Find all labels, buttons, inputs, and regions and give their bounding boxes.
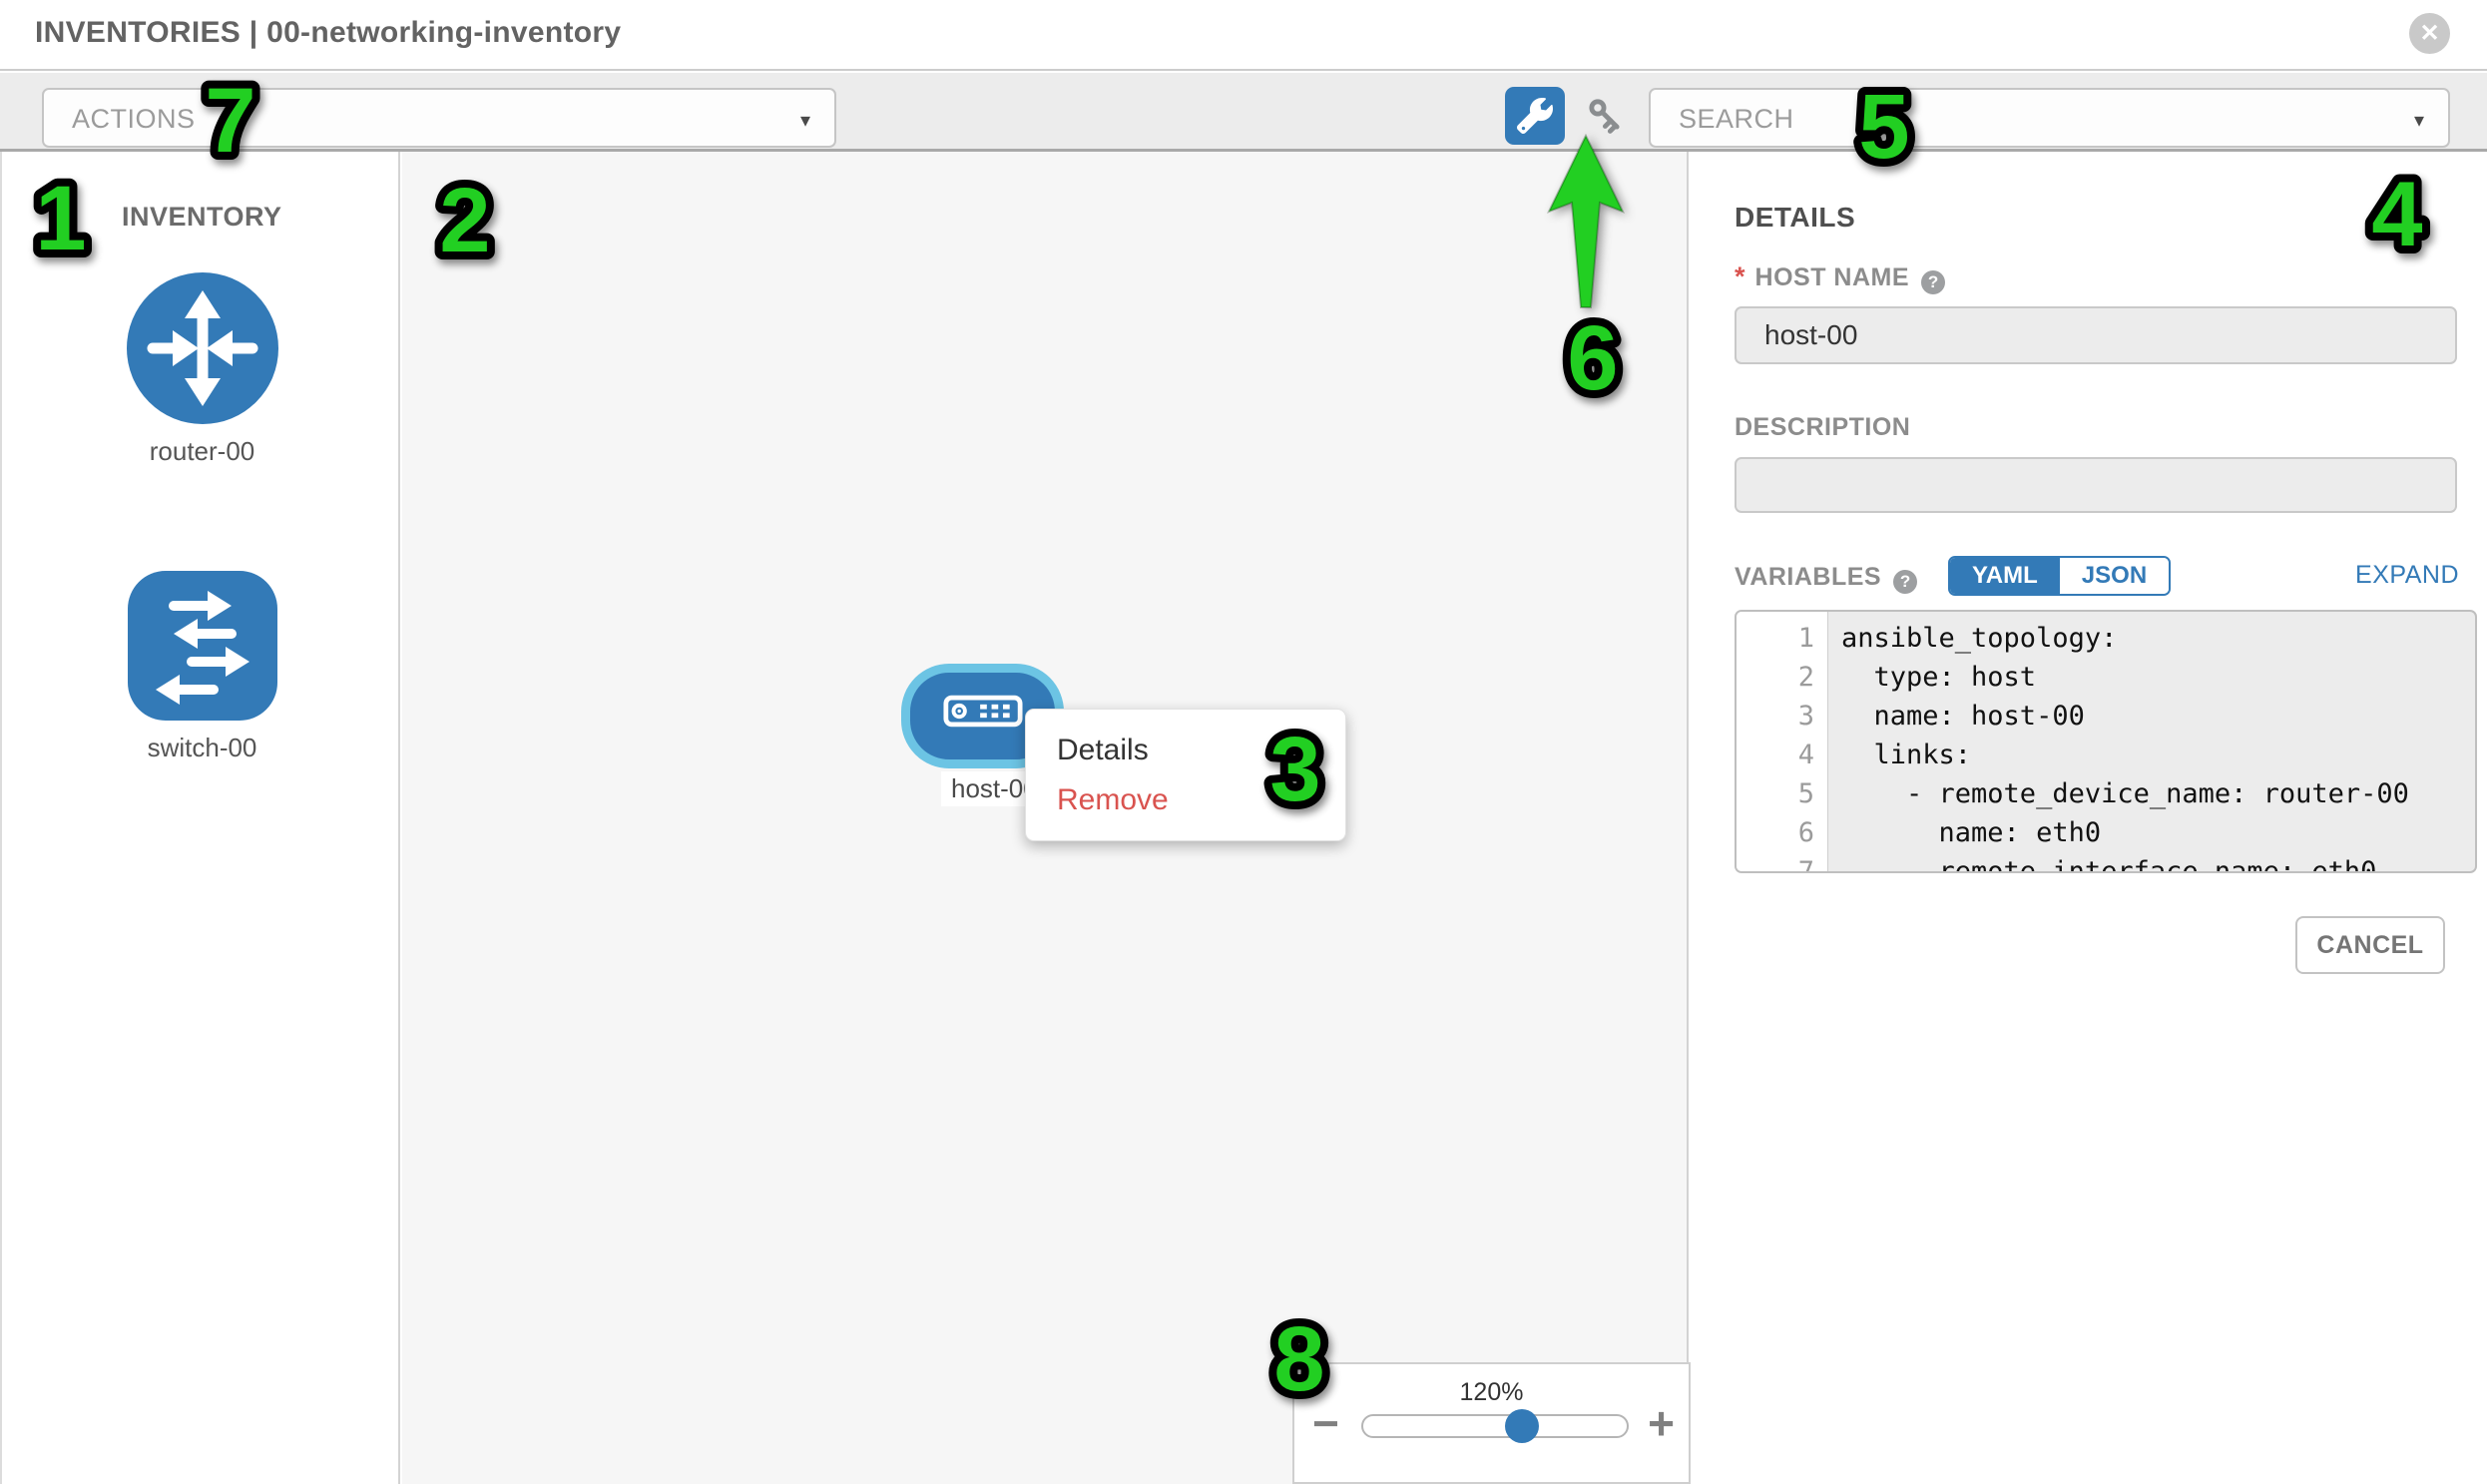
topology-canvas[interactable]: host-00 Details Remove 120% − + bbox=[402, 152, 1691, 1484]
description-input[interactable] bbox=[1735, 457, 2457, 513]
editor-content: 1 ansible_topology: 2 type: host 3 name: … bbox=[1737, 619, 2475, 873]
details-panel-title: DETAILS bbox=[1735, 202, 1856, 233]
palette-item-label: switch-00 bbox=[147, 733, 257, 762]
details-panel: DETAILS * HOST NAME? DESCRIPTION VARIABLE… bbox=[1691, 152, 2487, 1484]
switch-icon bbox=[127, 571, 277, 721]
context-menu: Details Remove bbox=[1025, 709, 1346, 841]
router-icon bbox=[126, 272, 278, 424]
zoom-out-button[interactable]: − bbox=[1312, 1397, 1339, 1449]
variables-label-row: VARIABLES? bbox=[1735, 563, 1918, 594]
page-title: INVENTORIES | 00-networking-inventory bbox=[35, 16, 622, 49]
wrench-icon bbox=[1517, 98, 1553, 134]
actions-dropdown[interactable]: ACTIONS ▾ bbox=[42, 88, 836, 148]
palette-item-switch-00[interactable]: switch-00 bbox=[2, 571, 402, 763]
sidebar-title: INVENTORY bbox=[122, 202, 282, 232]
host-name-label: HOST NAME bbox=[1754, 263, 1910, 291]
required-asterisk: * bbox=[1735, 261, 1745, 291]
chevron-down-icon: ▾ bbox=[799, 110, 810, 132]
zoom-control: 120% − + bbox=[1292, 1362, 1691, 1484]
zoom-slider-thumb[interactable] bbox=[1505, 1409, 1539, 1443]
code-line: 5 - remote_device_name: router-00 bbox=[1797, 778, 2409, 809]
code-line: 4 links: bbox=[1797, 740, 1972, 770]
cancel-button[interactable]: CANCEL bbox=[2295, 916, 2445, 974]
host-name-label-row: * HOST NAME? bbox=[1735, 261, 1946, 294]
json-toggle-button[interactable]: JSON bbox=[2059, 558, 2170, 594]
expand-link[interactable]: EXPAND bbox=[2355, 561, 2459, 589]
context-menu-item-remove[interactable]: Remove bbox=[1026, 775, 1345, 825]
close-icon: ✕ bbox=[2419, 20, 2440, 47]
chevron-down-icon: ▾ bbox=[2413, 110, 2424, 132]
toolbar: ACTIONS ▾ SEARCH ▾ bbox=[0, 73, 2487, 152]
close-button[interactable]: ✕ bbox=[2409, 13, 2450, 54]
search-dropdown[interactable]: SEARCH ▾ bbox=[1649, 88, 2450, 148]
key-button[interactable] bbox=[1583, 95, 1629, 137]
header-bar: INVENTORIES | 00-networking-inventory ✕ bbox=[0, 0, 2487, 71]
code-line: 7 remote_interface_name: eth0 bbox=[1797, 856, 2377, 873]
actions-dropdown-label: ACTIONS bbox=[72, 104, 196, 134]
editor-gutter bbox=[1737, 612, 1828, 871]
palette-item-router-00[interactable]: router-00 bbox=[2, 272, 402, 467]
help-icon[interactable]: ? bbox=[1893, 570, 1918, 594]
zoom-in-button[interactable]: + bbox=[1648, 1397, 1675, 1449]
yaml-toggle-button[interactable]: YAML bbox=[1950, 558, 2060, 594]
key-icon bbox=[1589, 99, 1620, 134]
code-line: 1 ansible_topology: bbox=[1797, 623, 2118, 654]
palette-item-label: router-00 bbox=[149, 436, 255, 466]
zoom-level-value: 120% bbox=[1459, 1378, 1524, 1406]
variables-editor[interactable]: 1 ansible_topology: 2 type: host 3 name: … bbox=[1735, 610, 2477, 873]
variables-label: VARIABLES bbox=[1735, 563, 1882, 591]
tools-button[interactable] bbox=[1505, 87, 1565, 145]
context-menu-item-details[interactable]: Details bbox=[1026, 726, 1345, 775]
code-line: 3 name: host-00 bbox=[1797, 701, 2085, 732]
code-line: 6 name: eth0 bbox=[1797, 817, 2102, 848]
help-icon[interactable]: ? bbox=[1921, 270, 1946, 294]
host-icon bbox=[943, 695, 1023, 728]
zoom-slider-track[interactable] bbox=[1361, 1414, 1629, 1438]
inventory-sidebar: INVENTORY router-00 bbox=[0, 152, 400, 1484]
description-label: DESCRIPTION bbox=[1735, 413, 1911, 441]
code-line: 2 type: host bbox=[1797, 662, 2037, 693]
variables-format-toggle: YAML JSON bbox=[1948, 556, 2172, 596]
host-name-input[interactable] bbox=[1735, 306, 2457, 364]
search-dropdown-label: SEARCH bbox=[1679, 104, 1794, 134]
